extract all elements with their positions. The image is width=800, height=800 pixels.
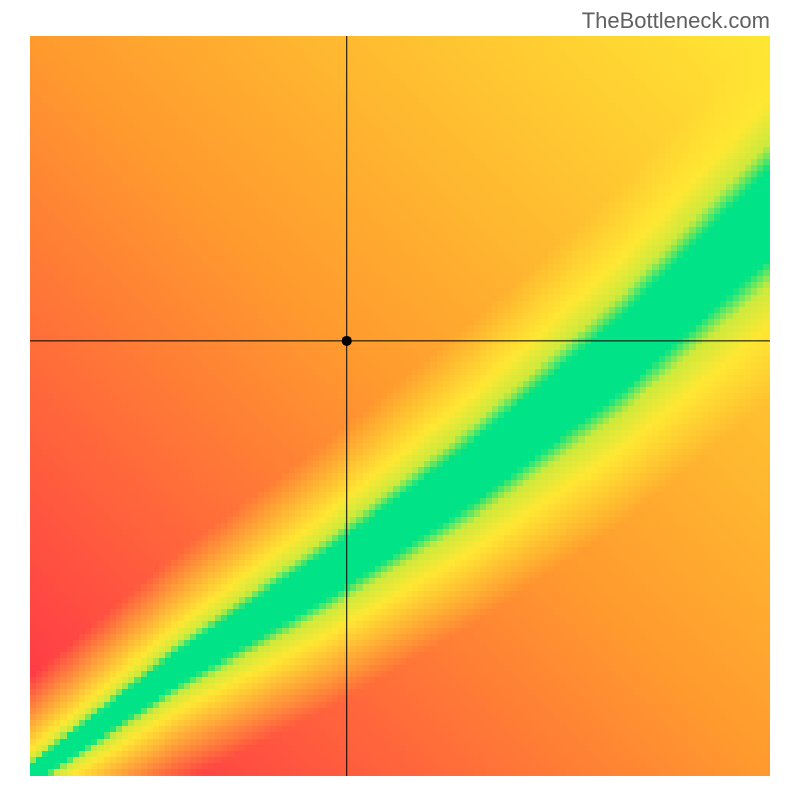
watermark-text: TheBottleneck.com (582, 8, 770, 34)
bottleneck-heatmap (30, 36, 770, 776)
